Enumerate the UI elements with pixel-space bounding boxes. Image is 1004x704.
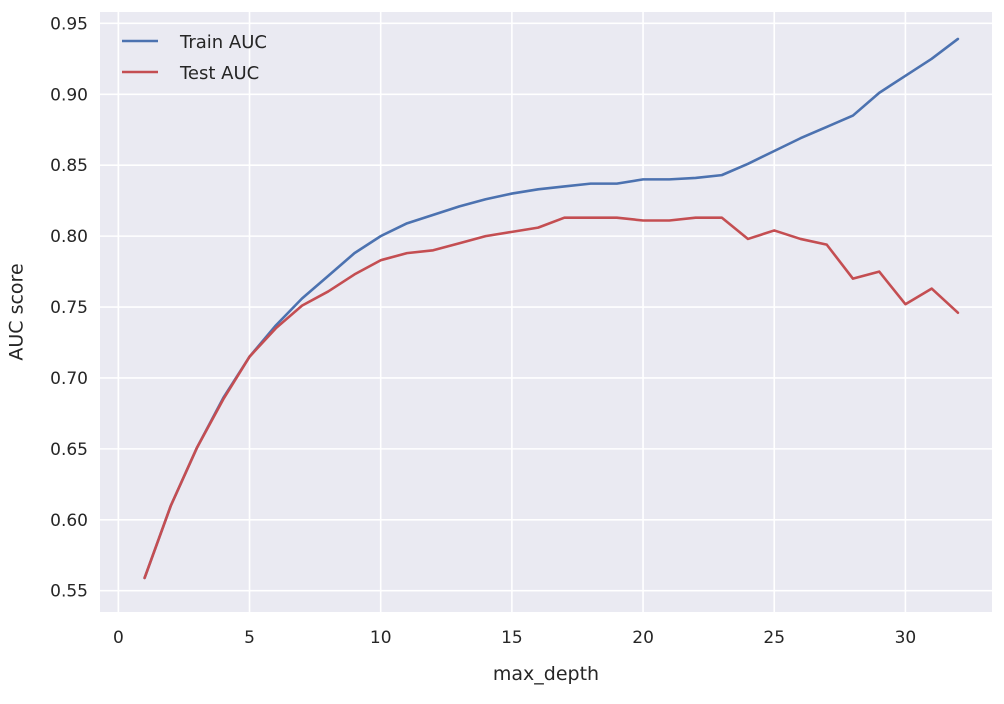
y-axis-label: AUC score <box>6 263 28 360</box>
grid-layer <box>100 12 992 612</box>
y-tick-label: 0.65 <box>50 440 88 460</box>
series-line-train-auc <box>143 37 960 580</box>
y-tick-label: 0.55 <box>50 582 88 602</box>
x-tick-label: 15 <box>501 628 523 648</box>
x-tick-label: 5 <box>244 628 255 648</box>
x-tick-label: 30 <box>895 628 917 648</box>
x-tick-label: 0 <box>113 628 124 648</box>
x-tick-label: 20 <box>632 628 654 648</box>
y-tick-label: 0.75 <box>50 298 88 318</box>
y-tick-label: 0.70 <box>50 369 88 389</box>
series-line-test-auc <box>143 216 960 580</box>
y-tick-label: 0.95 <box>50 14 88 34</box>
legend-label: Train AUC <box>179 32 267 53</box>
series-layer <box>143 37 960 580</box>
y-tick-label: 0.80 <box>50 227 88 247</box>
x-tick-label: 25 <box>763 628 785 648</box>
y-tick-label: 0.90 <box>50 85 88 105</box>
legend: Train AUC Test AUC <box>122 32 267 84</box>
tick-label-layer: 0 5 10 15 20 25 30 0.55 0.60 0.65 0.70 0.75 0.80 0.85… <box>50 14 916 648</box>
x-axis-label: max_depth <box>493 663 599 685</box>
plot-background <box>100 12 992 612</box>
y-tick-label: 0.60 <box>50 511 88 531</box>
legend-label: Test AUC <box>179 63 259 84</box>
x-tick-label: 10 <box>370 628 392 648</box>
y-tick-label: 0.85 <box>50 156 88 176</box>
